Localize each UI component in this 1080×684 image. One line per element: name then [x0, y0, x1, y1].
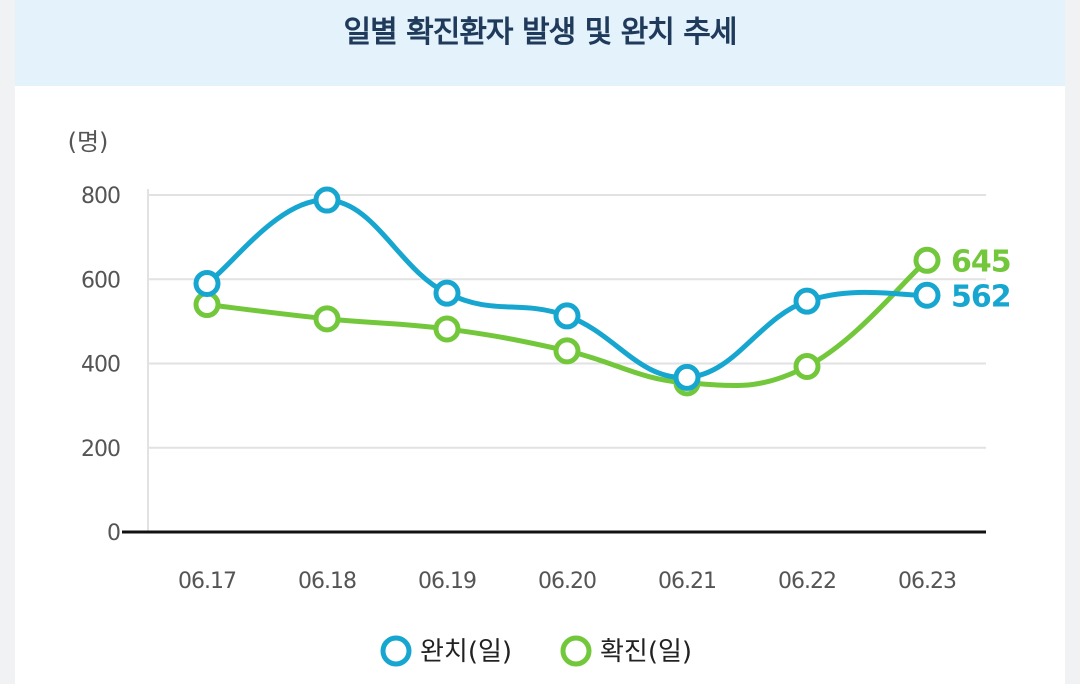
- y-tick-label-400: 400: [81, 353, 120, 378]
- data-point-1-06.18: [313, 305, 341, 333]
- y-tick-label-600: 600: [81, 268, 120, 293]
- x-tick-label-06.21: 06.21: [658, 569, 716, 594]
- legend-item-0: 완치(일): [380, 635, 512, 667]
- chart-header: 일별 확진환자 발생 및 완치 추세: [15, 0, 1065, 86]
- axes: [122, 189, 986, 534]
- y-tick-labels: (명) 0 200 400 600 800: [68, 128, 121, 546]
- y-tick-label-200: 200: [81, 437, 120, 462]
- data-point-1-06.20: [553, 337, 581, 365]
- end-value-label-0: 562: [951, 279, 1011, 314]
- legend-item-1: 확진(일): [560, 635, 692, 667]
- data-point-0-06.22: [793, 287, 821, 315]
- x-tick-label-06.20: 06.20: [538, 569, 596, 594]
- x-tick-label-06.19: 06.19: [418, 569, 476, 594]
- x-tick-label-06.17: 06.17: [178, 569, 236, 594]
- data-point-0-06.23: [913, 281, 941, 309]
- data-point-0-06.17: [193, 269, 221, 297]
- legend: 완치(일) 확진(일): [380, 635, 692, 667]
- grid-lines: [148, 194, 986, 449]
- y-tick-label-800: 800: [81, 184, 120, 209]
- chart-panel: [15, 0, 1065, 684]
- data-point-0-06.21: [673, 363, 701, 391]
- data-point-1-06.23: [913, 246, 941, 274]
- y-tick-label-0: 0: [107, 521, 120, 546]
- x-tick-label-06.22: 06.22: [778, 569, 836, 594]
- data-point-0-06.19: [433, 279, 461, 307]
- legend-label-0: 완치(일): [420, 637, 512, 667]
- x-tick-label-06.23: 06.23: [898, 569, 956, 594]
- data-point-0-06.18: [313, 186, 341, 214]
- x-tick-labels: 06.17 06.18 06.19 06.20 06.21 06.22 06.23: [178, 569, 957, 594]
- data-point-0-06.20: [553, 302, 581, 330]
- legend-label-1: 확진(일): [600, 637, 692, 667]
- y-axis-unit-label: (명): [68, 128, 109, 156]
- data-point-1-06.19: [433, 315, 461, 343]
- series-recovered: 562: [193, 186, 1012, 391]
- series-confirmed: 645: [193, 244, 1012, 397]
- legend-marker-0: [380, 635, 412, 667]
- data-point-1-06.22: [793, 352, 821, 380]
- chart-title: 일별 확진환자 발생 및 완치 추세: [343, 15, 737, 50]
- end-value-label-1: 645: [951, 244, 1011, 279]
- legend-marker-1: [560, 635, 592, 667]
- x-tick-label-06.18: 06.18: [298, 569, 356, 594]
